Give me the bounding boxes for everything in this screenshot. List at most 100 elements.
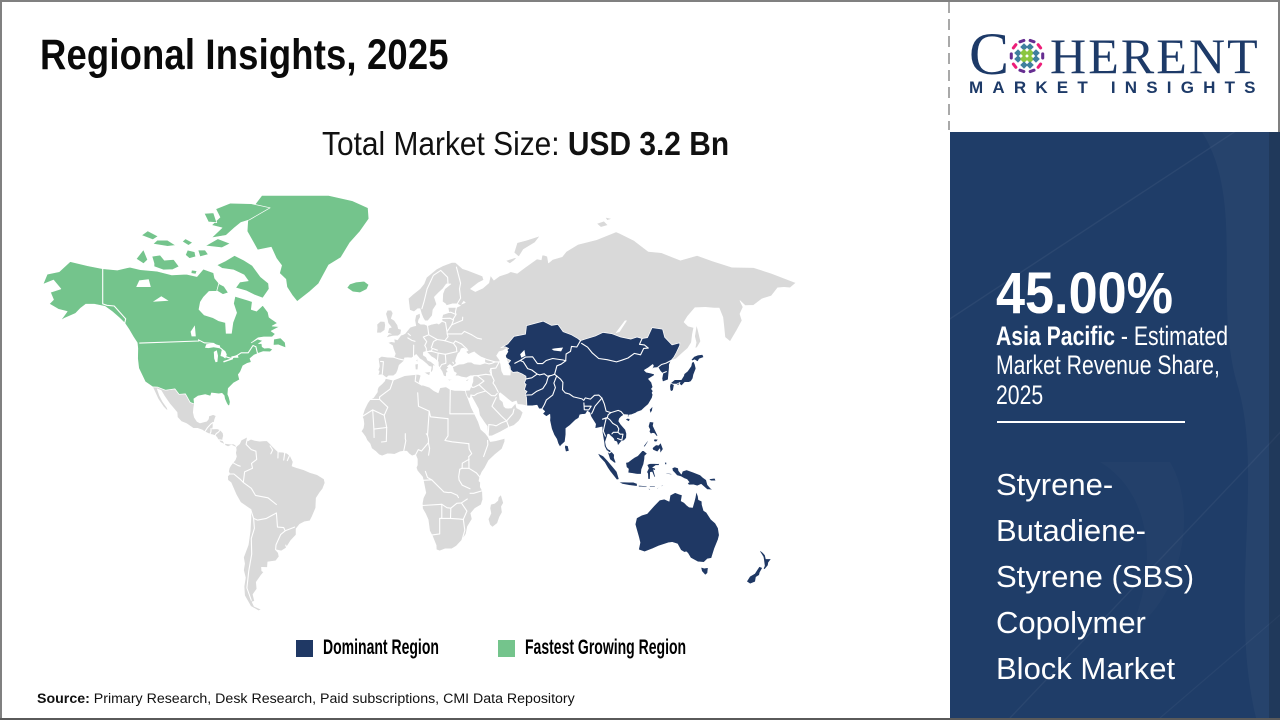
border-line (444, 340, 458, 353)
border-line (380, 360, 384, 375)
region-luzon (647, 421, 659, 437)
page-border-left (0, 0, 2, 720)
region-crete (446, 378, 454, 382)
border-line (437, 351, 458, 355)
region-king-william-island (190, 269, 198, 275)
border-line (459, 467, 478, 474)
border-line (470, 390, 487, 397)
region-timor (655, 484, 665, 491)
lake-ladoga (461, 300, 466, 305)
dominant-region-swatch (296, 639, 313, 657)
lake-michigan (213, 350, 218, 363)
region-honshu (669, 360, 697, 387)
region-hainan (624, 417, 631, 423)
page-border-bottom (0, 718, 1280, 720)
border-line (204, 423, 212, 433)
great-bear-lake (136, 279, 151, 287)
border-line (455, 266, 462, 305)
region-somerset-island (197, 249, 209, 258)
lake-erie (223, 358, 233, 363)
source-line: Source: Primary Research, Desk Research,… (37, 691, 575, 707)
border-line (424, 344, 427, 352)
region-flores (648, 485, 656, 488)
region-tasmania (700, 566, 709, 576)
region-prince-patrick-island (141, 230, 159, 241)
region-mexico-central-america (152, 386, 237, 448)
border-line (380, 426, 388, 443)
border-line (217, 439, 224, 441)
border-line (581, 337, 649, 363)
region-new-guinea (671, 466, 714, 491)
border-line (602, 417, 607, 437)
border-line (473, 368, 493, 377)
region-mindanao (651, 442, 664, 454)
border-line (209, 427, 212, 435)
border-line (657, 359, 672, 368)
aral-sea (520, 349, 526, 358)
border-line (283, 451, 286, 461)
border-line (403, 433, 407, 452)
region-asia-pacific-mainland (500, 320, 681, 464)
border-line (478, 384, 498, 397)
region-melville-island (152, 239, 177, 247)
region-southampton-island (216, 283, 229, 295)
border-line (444, 331, 449, 342)
border-line (463, 330, 473, 336)
border-line (458, 468, 461, 481)
logo-area: C HERENT MARKET INSIGHTS (950, 0, 1280, 132)
region-borneo (625, 450, 648, 475)
great-slave-lake (152, 296, 169, 302)
company-logo: C HERENT (950, 0, 1280, 110)
legend-item-dominant-region: Dominant Region (296, 636, 497, 660)
region-north-america (42, 261, 280, 407)
region-new-zealand-south (746, 566, 763, 585)
region-prince-of-wales-island (185, 249, 197, 259)
dominant-region-label: Dominant Region (323, 636, 439, 659)
dashed-separator (948, 2, 950, 130)
border-line (491, 374, 499, 393)
border-line (372, 409, 388, 430)
lake-balkhash (551, 347, 564, 352)
lake-baikal (615, 320, 627, 334)
region-sulawesi (646, 461, 661, 480)
border-line (488, 420, 508, 427)
border-line (422, 470, 433, 481)
border-line (565, 340, 582, 362)
border-line (471, 334, 483, 340)
border-line (439, 362, 447, 369)
region-sicily (423, 371, 431, 377)
border-line (539, 373, 556, 377)
border-line (489, 368, 493, 376)
world-map-layer (42, 195, 797, 612)
border-line (431, 479, 460, 499)
border-line (611, 431, 624, 441)
border-line (285, 544, 288, 549)
border-line (232, 462, 241, 467)
market-share-value: 45.00% (996, 261, 1174, 326)
total-market-size: Total Market Size: USD 3.2 Bn (322, 125, 729, 163)
border-line (545, 357, 567, 362)
border-line (583, 402, 592, 411)
region-palawan (642, 440, 649, 448)
border-line (441, 317, 455, 321)
border-line (460, 502, 468, 520)
region-australia (634, 490, 720, 563)
lake-superior (205, 343, 221, 349)
region-africa (360, 373, 506, 552)
caspian-sea (496, 348, 511, 376)
border-line (214, 429, 221, 437)
border-line (461, 458, 470, 469)
border-line (415, 442, 429, 456)
region-novaya-zemlya (505, 235, 541, 265)
border-line (430, 338, 438, 349)
region-victoria-island (151, 254, 180, 271)
border-line (468, 443, 473, 458)
border-line (601, 412, 612, 420)
sidebar-panel: 45.00% Asia Pacific - Estimated Market R… (950, 132, 1280, 718)
region-devon-island (204, 238, 231, 249)
lake-ontario (231, 355, 239, 358)
source-text: Primary Research, Desk Research, Paid su… (89, 691, 575, 707)
region-corsica (415, 358, 419, 363)
border-line (541, 375, 558, 410)
